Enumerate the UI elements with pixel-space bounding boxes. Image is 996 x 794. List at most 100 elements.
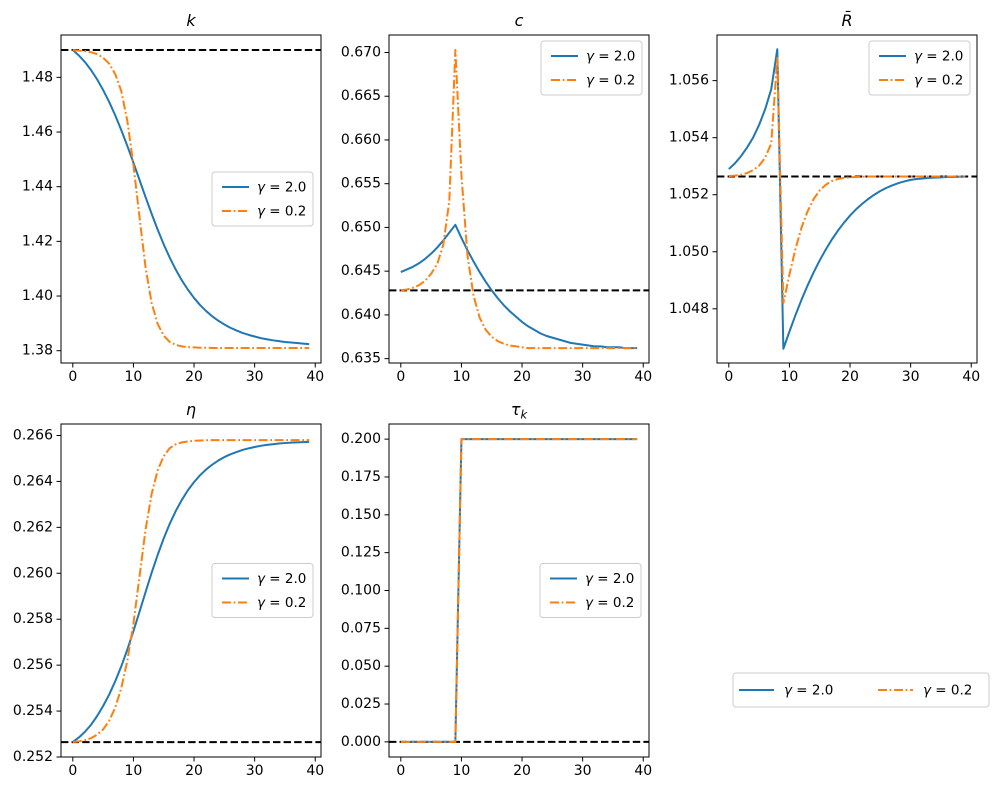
x-tick-label-c: 10 <box>453 369 471 385</box>
legend-c-label-2: γ = 0.2 <box>586 73 635 89</box>
y-tick-label-k: 1.44 <box>22 179 53 195</box>
x-tick-label-eta: 30 <box>246 763 264 779</box>
y-tick-label-rbar: 1.052 <box>669 187 709 203</box>
x-tick-label-tau-k: 40 <box>634 763 652 779</box>
subplot-tau-k: τk 0 10 20 30 40 0.000 0.025 0.050 0.075 0.100 0.12… <box>341 400 652 779</box>
x-tick-label-rbar: 30 <box>902 369 920 385</box>
x-axis-tau-k: 0 10 20 30 40 <box>396 757 652 779</box>
series-gamma-2-0-k <box>72 49 310 346</box>
y-tick-label-c: 0.655 <box>341 176 381 192</box>
subplot-title-c: c <box>515 11 524 30</box>
y-tick-label-c: 0.645 <box>341 263 381 279</box>
legend-rbar-label-2: γ = 0.2 <box>914 73 963 89</box>
y-tick-label-k: 1.42 <box>22 233 53 249</box>
y-tick-label-eta: 0.262 <box>13 519 53 535</box>
y-tick-label-tau-k: 0.000 <box>341 734 381 750</box>
y-tick-label-eta: 0.254 <box>13 703 53 719</box>
y-tick-label-c: 0.665 <box>341 88 381 104</box>
legend-c-label-1: γ = 2.0 <box>586 49 635 65</box>
y-tick-label-tau-k: 0.075 <box>341 620 381 636</box>
y-tick-label-rbar: 1.054 <box>669 130 709 146</box>
legend-c: γ = 2.0 γ = 0.2 <box>540 40 643 96</box>
series-gamma-0-2-rbar <box>728 56 966 305</box>
legend-rbar-label-1: γ = 2.0 <box>914 49 963 65</box>
y-tick-label-k: 1.48 <box>22 69 53 85</box>
x-tick-label-k: 0 <box>68 369 77 385</box>
x-tick-label-k: 30 <box>246 369 264 385</box>
x-tick-label-eta: 0 <box>68 763 77 779</box>
x-tick-label-eta: 10 <box>125 763 143 779</box>
y-tick-label-k: 1.40 <box>22 288 53 304</box>
x-tick-label-tau-k: 30 <box>574 763 592 779</box>
axes-frame-eta <box>60 423 322 758</box>
x-tick-label-rbar: 20 <box>841 369 859 385</box>
x-tick-label-k: 20 <box>185 369 203 385</box>
y-tick-label-eta: 0.264 <box>13 473 53 489</box>
y-tick-label-c: 0.635 <box>341 351 381 367</box>
x-axis-rbar: 0 10 20 30 40 <box>724 363 980 385</box>
legend-tau-k-label-1: γ = 2.0 <box>585 571 634 587</box>
legend-rbar-box <box>868 40 971 96</box>
x-tick-label-c: 40 <box>634 369 652 385</box>
legend-eta-label-2: γ = 0.2 <box>257 595 306 611</box>
x-tick-label-eta: 20 <box>185 763 203 779</box>
subplot-eta: η 0 10 20 30 40 0.252 0.254 0.256 0.258 0.260 0.262… <box>13 400 324 779</box>
y-tick-label-k: 1.46 <box>22 124 53 140</box>
figure-legend-box <box>732 672 990 708</box>
subplot-k: k 0 10 20 30 40 1.38 1.40 1.42 1.44 1.46 1.48 γ = 2.… <box>22 11 324 385</box>
x-tick-label-c: 0 <box>396 369 405 385</box>
legend-rbar: γ = 2.0 γ = 0.2 <box>868 40 971 96</box>
y-axis-eta: 0.252 0.254 0.256 0.258 0.260 0.262 0.264 0.266 <box>13 427 61 765</box>
subplot-title-rbar: R̄ <box>841 11 852 30</box>
y-tick-label-c: 0.640 <box>341 307 381 323</box>
y-axis-tau-k: 0.000 0.025 0.050 0.075 0.100 0.125 0.150 0.175… <box>341 431 389 750</box>
legend-eta: γ = 2.0 γ = 0.2 <box>211 563 314 618</box>
x-axis-eta: 0 10 20 30 40 <box>68 757 324 779</box>
subplot-title-eta: η <box>186 400 196 419</box>
y-axis-c: 0.635 0.640 0.645 0.650 0.655 0.660 0.665 0.670 <box>341 44 389 367</box>
axes-frame-k <box>60 34 322 364</box>
series-gamma-2-0-rbar <box>728 48 966 350</box>
y-tick-label-eta: 0.266 <box>13 427 53 443</box>
figure-legend-label-2: γ = 0.2 <box>923 683 972 699</box>
legend-tau-k-label-2: γ = 0.2 <box>585 595 634 611</box>
subplot-title-k: k <box>186 11 196 30</box>
y-tick-label-k: 1.38 <box>22 343 53 359</box>
x-tick-label-rbar: 0 <box>724 369 733 385</box>
y-tick-label-tau-k: 0.175 <box>341 469 381 485</box>
x-tick-label-c: 30 <box>574 369 592 385</box>
y-tick-label-c: 0.660 <box>341 132 381 148</box>
y-tick-label-rbar: 1.056 <box>669 73 709 89</box>
x-tick-label-tau-k: 0 <box>396 763 405 779</box>
y-tick-label-c: 0.650 <box>341 219 381 235</box>
x-tick-label-rbar: 40 <box>962 369 980 385</box>
y-tick-label-rbar: 1.048 <box>669 301 709 317</box>
y-tick-label-tau-k: 0.050 <box>341 658 381 674</box>
y-tick-label-eta: 0.258 <box>13 611 53 627</box>
series-gamma-0-2-c <box>400 48 638 350</box>
legend-k-label-1: γ = 2.0 <box>257 180 306 196</box>
subplot-c: c 0 10 20 30 40 0.635 0.640 0.645 0.650 0.655 0.660… <box>341 11 652 385</box>
x-tick-label-rbar: 10 <box>781 369 799 385</box>
y-tick-label-tau-k: 0.200 <box>341 431 381 447</box>
figure-legend: γ = 2.0 γ = 0.2 <box>732 672 990 708</box>
y-axis-k: 1.38 1.40 1.42 1.44 1.46 1.48 <box>22 69 61 359</box>
series-gamma-0-2-k <box>72 49 310 349</box>
x-tick-label-tau-k: 20 <box>513 763 531 779</box>
figure-legend-label-1: γ = 2.0 <box>784 683 833 699</box>
x-tick-label-tau-k: 10 <box>453 763 471 779</box>
legend-eta-label-1: γ = 2.0 <box>257 571 306 587</box>
subplot-title-tau-k: τk <box>511 400 529 422</box>
series-gamma-0-2-tau-k <box>400 438 638 743</box>
y-tick-label-eta: 0.260 <box>13 565 53 581</box>
y-tick-label-rbar: 1.050 <box>669 244 709 260</box>
x-tick-label-eta: 40 <box>306 763 324 779</box>
y-tick-label-tau-k: 0.150 <box>341 507 381 523</box>
x-tick-label-k: 10 <box>125 369 143 385</box>
subplot-rbar: R̄ 0 10 20 30 40 1.048 1.050 1.052 1.054 1.056 γ = … <box>669 11 980 385</box>
y-tick-label-eta: 0.256 <box>13 657 53 673</box>
y-tick-label-eta: 0.252 <box>13 749 53 765</box>
